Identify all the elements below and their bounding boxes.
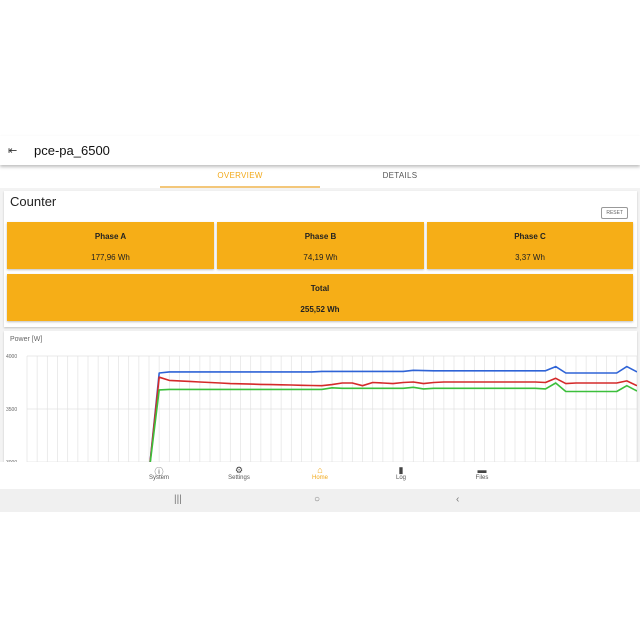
- phase-c-label: Phase C: [514, 232, 546, 241]
- nav-system[interactable]: ⓘ System: [139, 465, 179, 481]
- home-circle-icon[interactable]: ○: [314, 494, 321, 505]
- nav-label: System: [148, 475, 169, 481]
- file-icon: ▮: [398, 465, 404, 475]
- phase-b-label: Phase B: [304, 232, 337, 241]
- y-tick-label: 4000: [6, 354, 17, 360]
- phase-a-tile: Phase A 177,96 Wh: [7, 222, 214, 269]
- system-nav-bar: ||| ○ ‹: [0, 489, 640, 512]
- nav-label: Log: [395, 475, 406, 481]
- total-label: Total: [310, 284, 330, 293]
- phase-c-tile: Phase C 3,37 Wh: [427, 222, 633, 269]
- bottom-nav: ⓘ System ⚙ Settings ⌂ Home ▮ Log ▬ Files: [0, 462, 640, 489]
- tab-overview[interactable]: OVERVIEW: [160, 165, 320, 188]
- phase-c-value: 3,37 Wh: [515, 253, 545, 262]
- total-value: 255,52 Wh: [300, 305, 340, 314]
- total-tile: Total 255,52 Wh: [7, 274, 633, 321]
- counter-title: Counter: [10, 194, 57, 209]
- logout-icon[interactable]: ⇤: [8, 145, 18, 157]
- back-chevron-icon[interactable]: ‹: [456, 494, 460, 505]
- y-tick-label: 3000: [6, 460, 17, 462]
- nav-label: Settings: [228, 475, 250, 481]
- gear-icon: ⚙: [234, 465, 244, 475]
- chart-title: Power [W]: [10, 336, 43, 343]
- home-icon: ⌂: [317, 465, 323, 475]
- phase-b-tile: Phase B 74,19 Wh: [217, 222, 424, 269]
- recent-apps-icon[interactable]: |||: [174, 494, 182, 505]
- page-title: pce-pa_6500: [34, 143, 110, 158]
- nav-log[interactable]: ▮ Log: [381, 465, 421, 481]
- phase-b-value: 74,19 Wh: [303, 253, 338, 262]
- info-icon: ⓘ: [154, 467, 164, 477]
- y-tick-label: 3500: [6, 407, 17, 413]
- power-chart-card: Power [W] 4000 3500 3000: [4, 331, 637, 462]
- phase-a-value: 177,96 Wh: [91, 253, 130, 262]
- nav-label: Files: [475, 475, 489, 481]
- nav-label: Home: [311, 475, 328, 481]
- nav-settings[interactable]: ⚙ Settings: [219, 465, 259, 481]
- power-chart: 4000 3500 3000: [6, 354, 637, 462]
- nav-files[interactable]: ▬ Files: [462, 465, 502, 481]
- series-line-3: [149, 382, 637, 462]
- counter-card: Counter RESET Phase A 177,96 Wh Phase B …: [4, 191, 637, 327]
- reset-button[interactable]: RESET: [601, 207, 628, 219]
- nav-home[interactable]: ⌂ Home: [300, 465, 340, 481]
- content: OVERVIEW DETAILS Counter RESET Phase A 1…: [0, 165, 640, 462]
- phase-a-label: Phase A: [94, 232, 127, 241]
- folder-icon: ▬: [477, 465, 487, 475]
- series-line-2: [149, 376, 637, 462]
- app-bar: ⇤ pce-pa_6500: [0, 136, 640, 165]
- series-line-1: [149, 365, 637, 462]
- tab-bar: OVERVIEW DETAILS: [0, 165, 640, 188]
- tab-details[interactable]: DETAILS: [382, 171, 418, 180]
